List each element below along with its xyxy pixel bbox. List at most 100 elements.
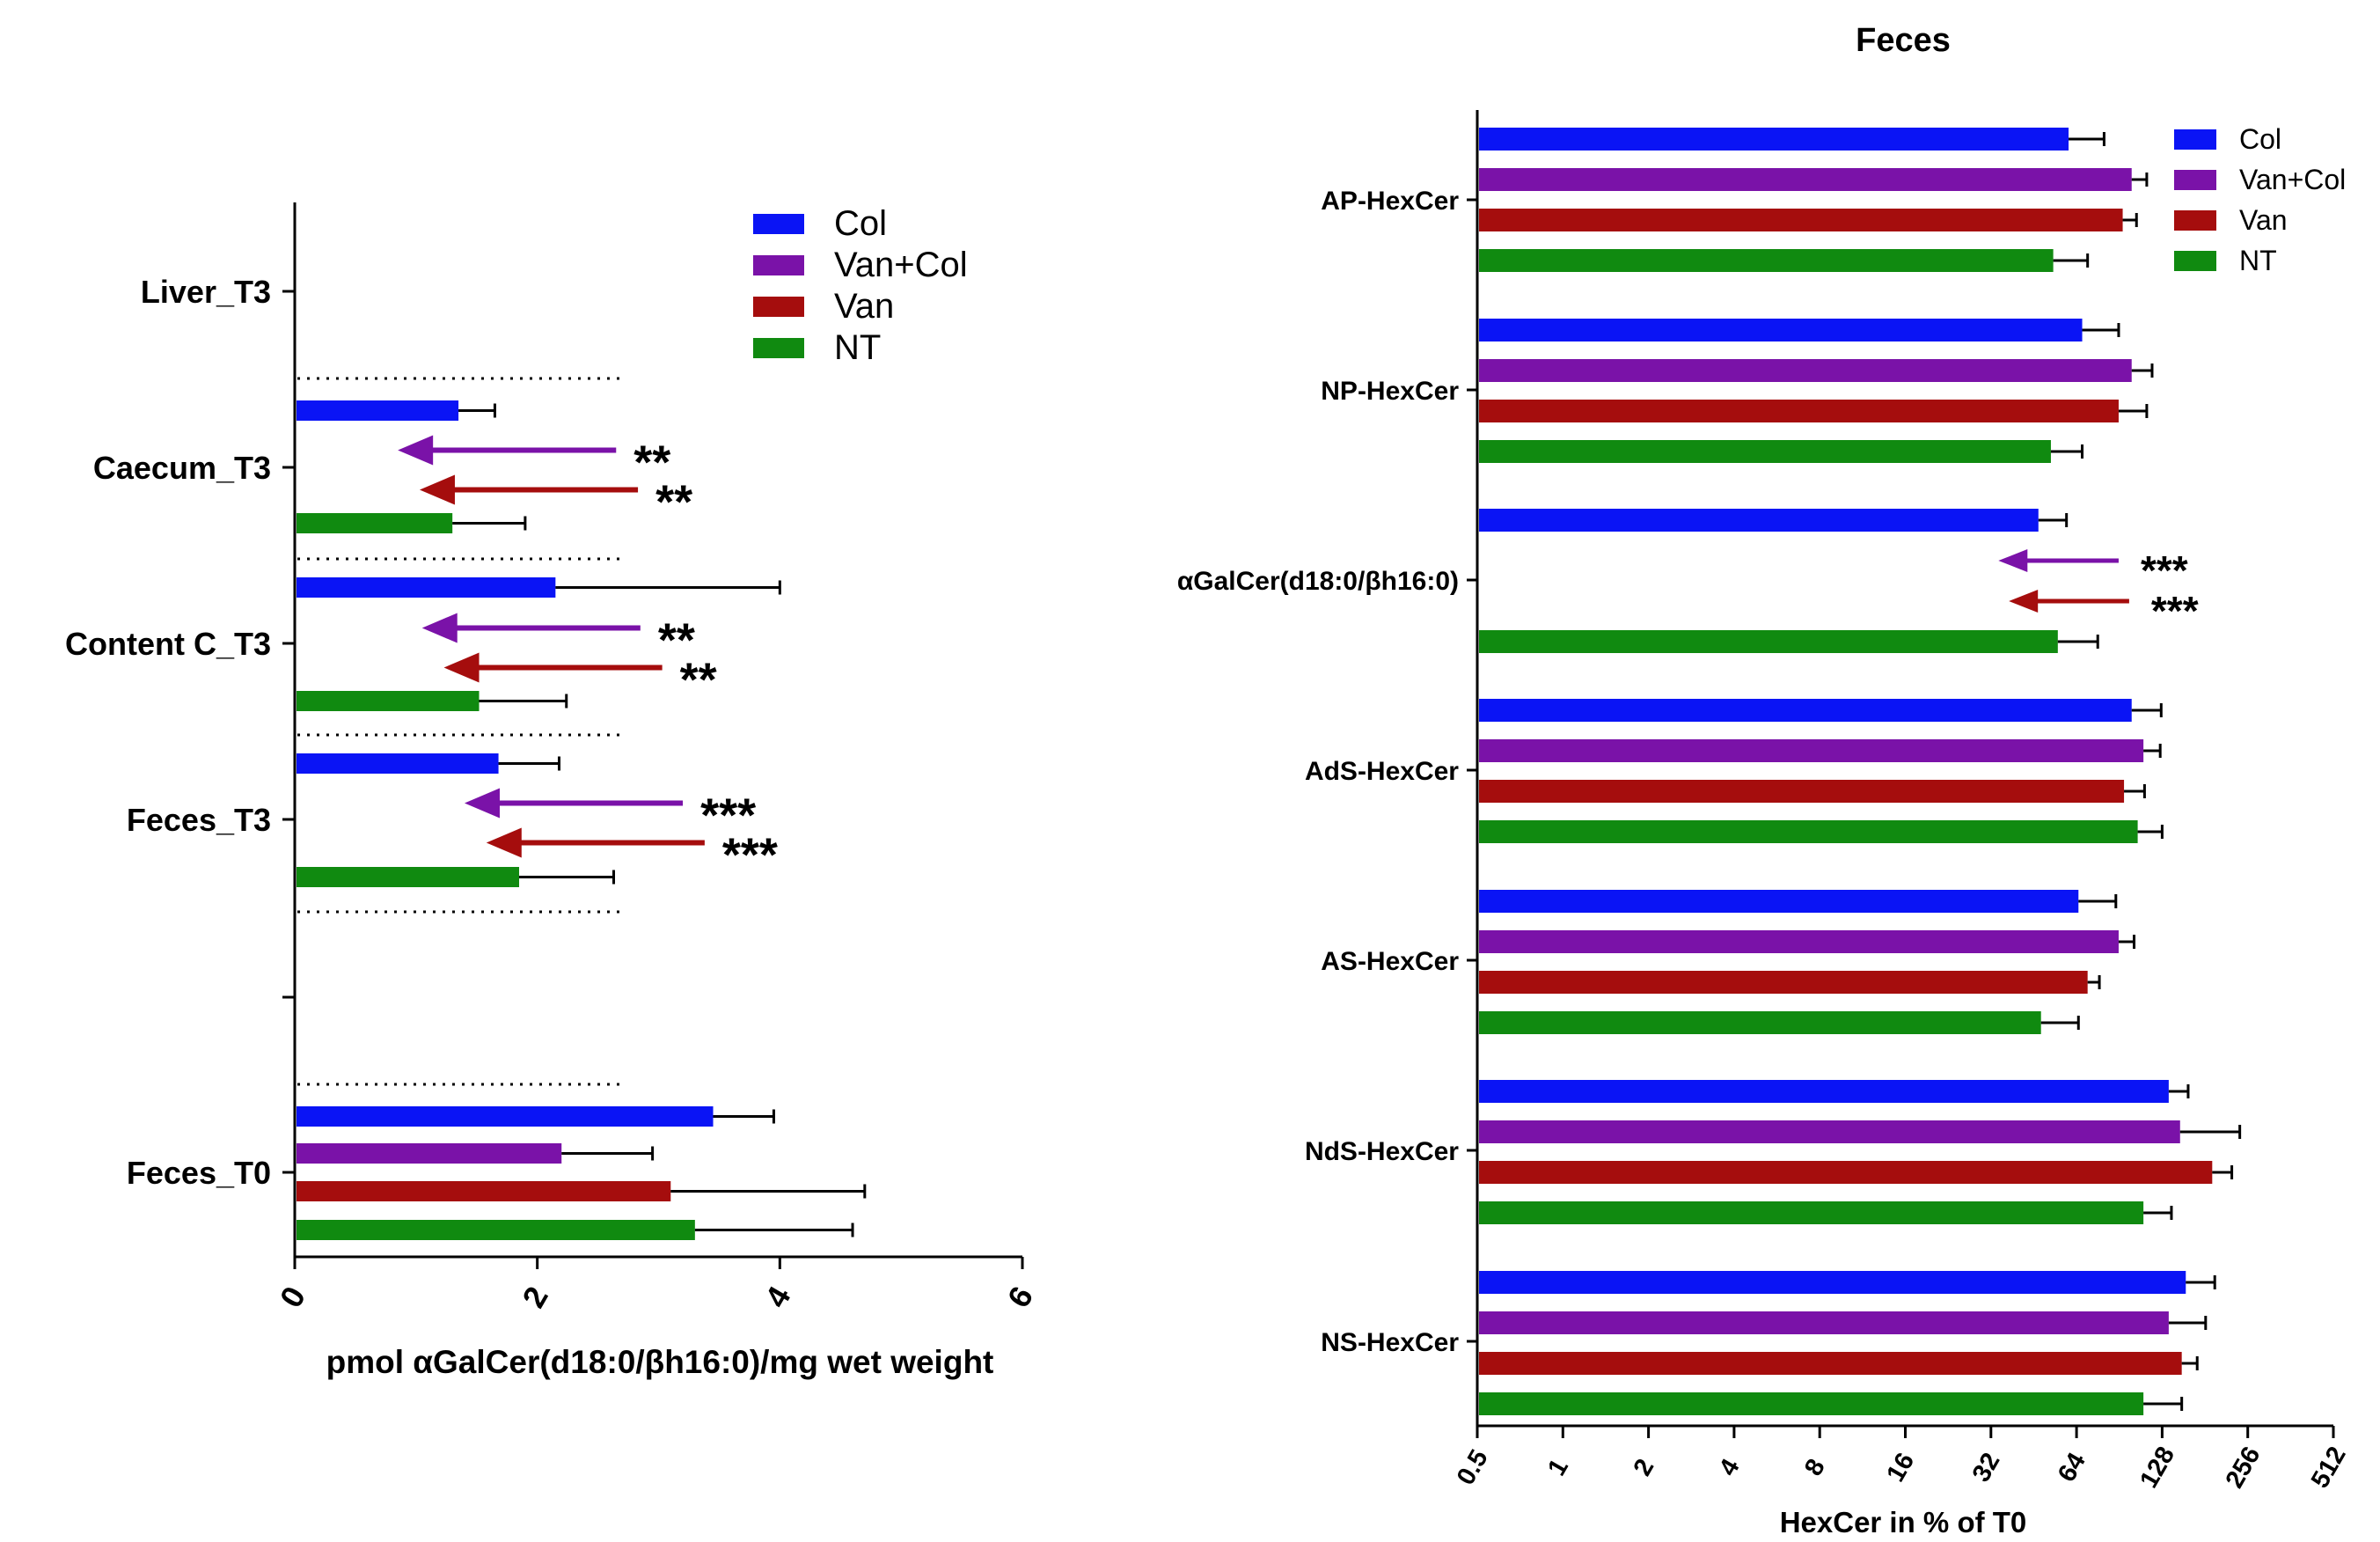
left-arrowhead-3: [443, 652, 480, 683]
right-bar-as-hexcer-van-col: [1479, 930, 2119, 953]
left-chart: pmol αGalCer(d18:0/βh16:0)/mg wet weight…: [65, 202, 1040, 1380]
right-bar-as-hexcer-col: [1479, 890, 2079, 913]
right-x-tick-label-16: 16: [1881, 1448, 1920, 1487]
left-x-tick-label-4: 4: [758, 1281, 798, 1314]
left-legend-label-nt: NT: [834, 328, 881, 367]
left-significance-label-2: **: [658, 614, 695, 667]
left-bar-feces-t3-nt: [297, 867, 519, 887]
right-significance-label-1: ***: [2151, 588, 2199, 634]
right-bar-ap-hexcer-van: [1479, 209, 2123, 231]
right-bar-nds-hexcer-van-col: [1479, 1120, 2180, 1143]
left-arrowhead-1: [419, 474, 455, 505]
left-legend-swatch-nt: [753, 338, 804, 358]
right-x-tick-label-32: 32: [1967, 1448, 2006, 1487]
right-legend-swatch-van: [2174, 210, 2216, 231]
right-bar-ap-hexcer-col: [1479, 128, 2069, 151]
right-bar-nds-hexcer-van: [1479, 1161, 2213, 1184]
right-bar-ap-hexcer-nt: [1479, 249, 2054, 272]
left-arrowhead-4: [464, 788, 500, 819]
right-x-tick-label-8: 8: [1799, 1454, 1831, 1480]
right-bar-galcer-d18-0-h16-0-col: [1479, 509, 2039, 532]
right-arrowhead-0: [1998, 549, 2028, 572]
right-bar-np-hexcer-van-col: [1479, 359, 2132, 382]
left-legend-label-col: Col: [834, 204, 887, 243]
right-chart-title: Feces: [1856, 22, 1951, 59]
right-arrowhead-1: [2009, 590, 2039, 613]
right-bar-np-hexcer-col: [1479, 319, 2083, 341]
left-arrowhead-5: [486, 827, 522, 858]
right-x-tick-label-1: 1: [1542, 1454, 1574, 1480]
right-bar-np-hexcer-van: [1479, 400, 2119, 422]
left-bar-content-c-t3-col: [297, 577, 556, 598]
right-bar-ads-hexcer-col: [1479, 699, 2132, 722]
right-category-label-galcer-d18-0-h16-0: αGalCer(d18:0/βh16:0): [1177, 567, 1459, 596]
left-legend-label-van: Van: [834, 287, 894, 326]
right-category-label-as-hexcer: AS-HexCer: [1321, 947, 1459, 976]
right-legend-label-nt: NT: [2239, 245, 2277, 276]
right-bar-nds-hexcer-col: [1479, 1080, 2169, 1103]
right-legend-label-van-col: Van+Col: [2239, 164, 2346, 195]
left-significance-label-3: **: [680, 654, 717, 707]
left-category-label-feces-t3: Feces_T3: [127, 802, 271, 838]
left-category-label-content-c-t3: Content C_T3: [65, 626, 271, 662]
right-x-tick-label-4: 4: [1714, 1454, 1746, 1480]
left-legend-swatch-col: [753, 214, 804, 234]
left-significance-label-1: **: [655, 476, 692, 529]
right-x-tick-label-128: 128: [2135, 1442, 2180, 1493]
left-x-axis-label: pmol αGalCer(d18:0/βh16:0)/mg wet weight: [326, 1344, 994, 1380]
left-x-tick-label-6: 6: [1000, 1281, 1041, 1314]
left-category-label-liver-t3: Liver_T3: [141, 274, 271, 310]
right-x-tick-label-2: 2: [1629, 1454, 1660, 1480]
left-bar-feces-t0-van-col: [297, 1143, 562, 1164]
left-bar-feces-t0-nt: [297, 1220, 695, 1240]
right-bar-ns-hexcer-van-col: [1479, 1311, 2169, 1334]
right-category-label-ap-hexcer: AP-HexCer: [1321, 187, 1459, 216]
right-bar-np-hexcer-nt: [1479, 440, 2051, 463]
right-x-axis-label: HexCer in % of T0: [1780, 1506, 2027, 1538]
left-legend-label-van-col: Van+Col: [834, 246, 968, 284]
right-chart: Feces HexCer in % of T0 0.5 1 2 4 8 16 32 64 128…: [1177, 22, 2352, 1538]
right-category-label-ads-hexcer: AdS-HexCer: [1305, 757, 1459, 786]
left-arrowhead-0: [398, 435, 434, 466]
right-bar-as-hexcer-nt: [1479, 1011, 2041, 1034]
right-bar-ns-hexcer-nt: [1479, 1392, 2144, 1415]
right-category-label-np-hexcer: NP-HexCer: [1321, 377, 1459, 406]
left-category-label-caecum-t3: Caecum_T3: [93, 450, 271, 486]
left-x-tick-label-2: 2: [515, 1281, 555, 1314]
left-significance-label-5: ***: [722, 829, 778, 882]
right-bar-ads-hexcer-van-col: [1479, 739, 2144, 762]
right-bar-ns-hexcer-col: [1479, 1271, 2186, 1294]
right-x-tick-label-512: 512: [2306, 1442, 2352, 1493]
right-bar-nds-hexcer-nt: [1479, 1201, 2144, 1224]
right-category-label-nds-hexcer: NdS-HexCer: [1305, 1137, 1459, 1166]
left-bar-feces-t0-van: [297, 1181, 671, 1201]
right-bar-as-hexcer-van: [1479, 971, 2088, 994]
right-bar-ads-hexcer-van: [1479, 780, 2125, 803]
left-bar-content-c-t3-nt: [297, 691, 480, 711]
right-bar-galcer-d18-0-h16-0-nt: [1479, 630, 2058, 653]
right-legend-swatch-nt: [2174, 251, 2216, 271]
right-legend-swatch-van-col: [2174, 170, 2216, 190]
right-legend-label-van: Van: [2239, 204, 2288, 236]
left-bar-caecum-t3-nt: [297, 513, 453, 533]
left-bar-feces-t0-col: [297, 1106, 714, 1127]
left-legend-swatch-van: [753, 297, 804, 317]
right-x-tick-label-64: 64: [2053, 1448, 2091, 1487]
left-legend-swatch-van-col: [753, 255, 804, 275]
left-category-label-feces-t0: Feces_T0: [127, 1155, 271, 1191]
left-significance-label-4: ***: [700, 789, 756, 842]
right-category-label-ns-hexcer: NS-HexCer: [1321, 1328, 1459, 1357]
right-legend-label-col: Col: [2239, 123, 2281, 155]
right-bar-ads-hexcer-nt: [1479, 820, 2138, 843]
right-legend-swatch-col: [2174, 129, 2216, 150]
left-bar-caecum-t3-col: [297, 400, 459, 421]
left-x-tick-label-0: 0: [273, 1281, 313, 1314]
right-x-tick-label-0-5: 0.5: [1452, 1445, 1494, 1490]
left-bar-feces-t3-col: [297, 753, 499, 774]
left-significance-label-0: **: [633, 437, 670, 489]
right-bar-ap-hexcer-van-col: [1479, 168, 2132, 191]
right-significance-label-0: ***: [2141, 547, 2188, 593]
right-x-tick-label-256: 256: [2221, 1442, 2266, 1493]
right-bar-ns-hexcer-van: [1479, 1352, 2182, 1375]
